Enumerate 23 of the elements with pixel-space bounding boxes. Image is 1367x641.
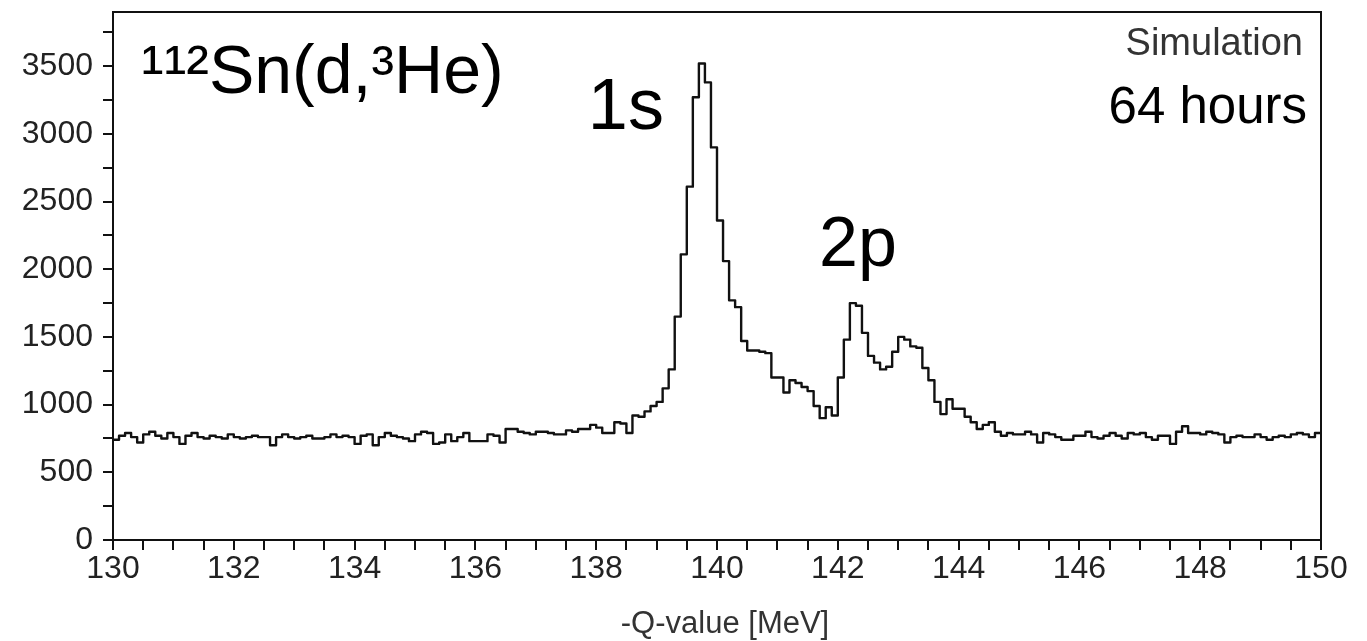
annotation: 1s — [587, 64, 664, 145]
y-tick-label: 3500 — [21, 45, 93, 82]
x-tick-label: 148 — [1173, 549, 1227, 586]
x-tick-label: 142 — [811, 549, 865, 586]
x-tick-label: 136 — [448, 549, 503, 586]
annotation: Simulation — [1125, 21, 1303, 63]
y-tick-label: 2500 — [21, 181, 93, 218]
x-tick-label: 134 — [327, 549, 382, 586]
y-tick-label: 500 — [39, 452, 93, 489]
x-axis-title: -Q-value [MeV] — [620, 605, 830, 640]
y-tick-label: 1000 — [21, 384, 93, 421]
annotation: 2p — [818, 203, 897, 282]
y-tick-label: 1500 — [21, 316, 93, 353]
y-tick-label: 3000 — [21, 113, 93, 150]
annotation: 64 hours — [1108, 77, 1307, 134]
x-tick-label: 140 — [690, 549, 744, 586]
x-tick-label: 144 — [931, 549, 986, 586]
x-tick-label: 146 — [1052, 549, 1107, 586]
x-tick-label: 138 — [569, 549, 623, 586]
annotation: ¹¹²Sn(d,³He) — [141, 31, 504, 107]
y-tick-label: 2000 — [21, 249, 93, 286]
x-tick-label: 150 — [1294, 549, 1348, 586]
x-tick-label: 132 — [207, 549, 261, 586]
